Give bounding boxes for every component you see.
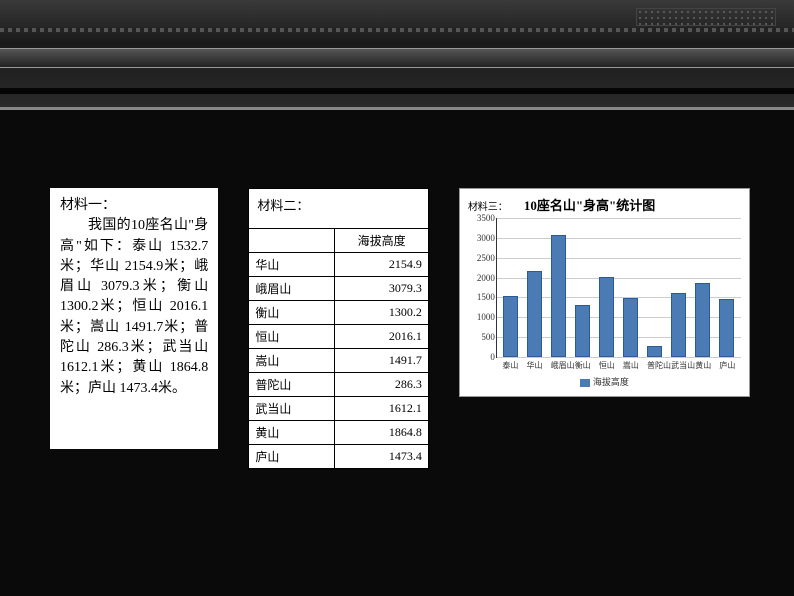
chart-title: 10座名山"身高"统计图	[524, 195, 655, 214]
mountain-name: 庐山	[249, 445, 335, 469]
mountain-height: 1473.4	[335, 445, 428, 469]
mountain-name: 黄山	[249, 421, 335, 445]
table-row: 武当山1612.1	[249, 397, 429, 421]
x-tick-label: 嵩山	[623, 360, 638, 371]
material-3-panel: 材料三： 10座名山"身高"统计图 0500100015002000250030…	[459, 188, 750, 397]
mountain-height: 1491.7	[335, 349, 428, 373]
mountain-height: 1612.1	[335, 397, 428, 421]
mountain-height: 1864.8	[335, 421, 428, 445]
mountain-name: 武当山	[249, 397, 335, 421]
table-header-row: 海拔高度	[249, 229, 429, 253]
mountain-height: 1300.2	[335, 301, 428, 325]
x-tick-label: 庐山	[719, 360, 734, 371]
table-row: 黄山1864.8	[249, 421, 429, 445]
chart-x-labels: 泰山华山峨眉山衡山恒山嵩山普陀山武当山黄山庐山	[496, 360, 741, 371]
chart-bar	[527, 271, 542, 357]
legend-swatch	[580, 379, 590, 387]
material-2-heading: 材料二：	[248, 188, 429, 228]
legend-label: 海拔高度	[593, 377, 629, 387]
table-row: 嵩山1491.7	[249, 349, 429, 373]
material-1-body: 我国的10座名山"身高"如下：泰山 1532.7米；华山 2154.9米；峨眉山…	[60, 216, 208, 399]
chart-bar	[551, 235, 566, 357]
mountain-name: 衡山	[249, 301, 335, 325]
chart-legend: 海拔高度	[468, 375, 741, 388]
x-tick-label: 泰山	[502, 360, 517, 371]
chart-bar	[599, 277, 614, 357]
y-tick-label: 3000	[477, 233, 495, 243]
chart-bar	[671, 293, 686, 357]
mountain-height: 3079.3	[335, 277, 428, 301]
y-tick-label: 0	[490, 352, 495, 362]
mountain-name: 嵩山	[249, 349, 335, 373]
material-3-label: 材料三：	[468, 198, 508, 213]
material-2-panel: 材料二： 海拔高度 华山2154.9峨眉山3079.3衡山1300.2恒山201…	[248, 188, 429, 469]
table-row: 恒山2016.1	[249, 325, 429, 349]
mountain-height: 286.3	[335, 373, 428, 397]
x-tick-label: 华山	[526, 360, 541, 371]
y-tick-label: 3500	[477, 213, 495, 223]
altitude-table: 海拔高度 华山2154.9峨眉山3079.3衡山1300.2恒山2016.1嵩山…	[248, 228, 429, 469]
mountain-name: 华山	[249, 253, 335, 277]
x-tick-label: 恒山	[599, 360, 614, 371]
chart-bars	[497, 218, 741, 357]
y-tick-label: 2000	[477, 273, 495, 283]
table-row: 衡山1300.2	[249, 301, 429, 325]
y-tick-label: 2500	[477, 253, 495, 263]
mountain-name: 普陀山	[249, 373, 335, 397]
chart-bar	[575, 305, 590, 357]
y-tick-label: 1000	[477, 312, 495, 322]
mountain-height: 2016.1	[335, 325, 428, 349]
y-tick-label: 1500	[477, 292, 495, 302]
table-row: 华山2154.9	[249, 253, 429, 277]
material-1-panel: 材料一： 我国的10座名山"身高"如下：泰山 1532.7米；华山 2154.9…	[50, 188, 218, 449]
content-row: 材料一： 我国的10座名山"身高"如下：泰山 1532.7米；华山 2154.9…	[50, 188, 750, 469]
bar-chart: 0500100015002000250030003500	[496, 218, 741, 358]
header-banner	[0, 0, 794, 110]
table-row: 普陀山286.3	[249, 373, 429, 397]
chart-bar	[503, 296, 518, 357]
table-row: 峨眉山3079.3	[249, 277, 429, 301]
x-tick-label: 峨眉山	[551, 360, 566, 371]
mountain-name: 峨眉山	[249, 277, 335, 301]
table-header-altitude: 海拔高度	[335, 229, 428, 253]
table-row: 庐山1473.4	[249, 445, 429, 469]
x-tick-label: 普陀山	[647, 360, 662, 371]
x-tick-label: 衡山	[575, 360, 590, 371]
material-1-heading: 材料一：	[60, 198, 116, 213]
chart-bar	[623, 298, 638, 357]
mountain-height: 2154.9	[335, 253, 428, 277]
x-tick-label: 黄山	[695, 360, 710, 371]
x-tick-label: 武当山	[671, 360, 686, 371]
y-tick-label: 500	[481, 332, 495, 342]
chart-bar	[719, 299, 734, 358]
mountain-name: 恒山	[249, 325, 335, 349]
chart-bar	[647, 346, 662, 357]
chart-bar	[695, 283, 710, 357]
